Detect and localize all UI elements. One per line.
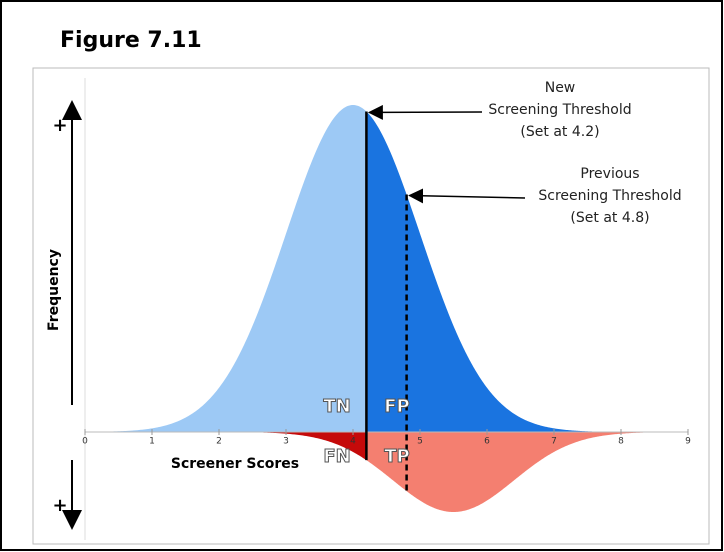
region-label: FN [323,446,350,467]
figure-title: Figure 7.11 [60,28,202,53]
distribution-area [85,432,367,461]
region-label: TN [323,396,350,417]
x-tick-label: 1 [149,437,155,447]
x-tick-label: 9 [685,437,691,447]
x-tick-label: 5 [417,437,423,447]
annotation-arrow [408,188,526,204]
annotation: Screening Threshold [488,102,631,118]
annotation: (Set at 4.8) [570,210,649,226]
distribution-area [366,432,688,512]
chart-frame [32,67,710,545]
x-axis-label: Screener Scores [171,456,299,472]
x-tick-label: 4 [350,437,356,447]
plus-sign: + [52,495,67,516]
x-tick-label: 7 [551,437,557,447]
distribution-area [85,105,367,432]
annotation: New [545,80,576,96]
annotation: Previous [580,166,639,182]
y-axis-label: Frequency [46,249,62,331]
region-label: FP [384,396,410,417]
x-tick-label: 8 [618,437,624,447]
x-tick-label: 3 [283,437,289,447]
region-label: TP [384,446,409,467]
x-tick-label: 2 [216,437,222,447]
plot: 0 1 2 3 4 5 6 7 8 9 New Screening Threshold (Set at … [82,80,691,512]
annotation: Screening Threshold [538,188,681,204]
distribution-area [366,111,688,432]
x-tick-label: 0 [82,437,88,447]
plus-sign: + [52,115,67,136]
x-tick-label: 6 [484,437,490,447]
annotation: (Set at 4.2) [520,124,599,140]
